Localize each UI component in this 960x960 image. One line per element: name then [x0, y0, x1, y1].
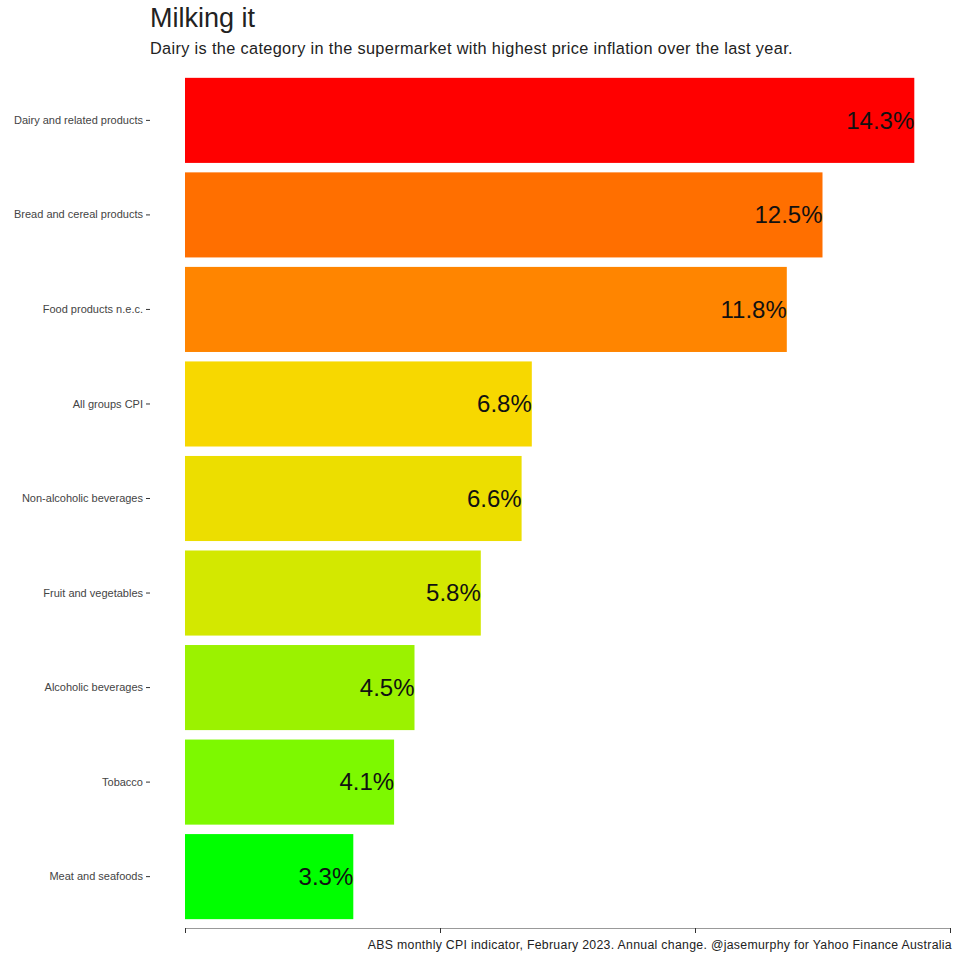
y-tick: Meat and seafoods — [49, 870, 150, 882]
y-tick-mark — [146, 782, 150, 783]
y-tick-mark — [146, 403, 150, 404]
x-tick — [185, 928, 186, 933]
x-axis — [186, 928, 951, 933]
data-label: 3.3% — [299, 863, 354, 890]
y-tick-mark — [146, 687, 150, 688]
y-tick-label: All groups CPI — [73, 397, 143, 409]
bar — [185, 645, 415, 730]
x-tick — [950, 928, 951, 933]
y-tick: Alcoholic beverages — [45, 681, 150, 693]
y-tick-mark — [146, 214, 150, 215]
y-tick-mark — [146, 876, 150, 877]
data-label: 6.6% — [467, 485, 522, 512]
y-tick-label: Dairy and related products — [14, 114, 144, 126]
y-tick-mark — [146, 498, 150, 499]
bar — [185, 172, 823, 257]
data-label: 14.3% — [846, 107, 914, 134]
y-tick-label: Alcoholic beverages — [45, 681, 144, 693]
y-tick-mark — [146, 120, 150, 121]
bar — [185, 740, 394, 825]
bar — [185, 361, 532, 446]
y-tick-label: Meat and seafoods — [49, 870, 143, 882]
y-tick-label: Tobacco — [102, 776, 143, 788]
caption: ABS monthly CPI indicator, February 2023… — [368, 938, 952, 952]
y-tick: Tobacco — [102, 776, 150, 788]
y-tick: Bread and cereal products — [14, 208, 150, 220]
y-axis: Dairy and related products Bread and cere… — [14, 114, 150, 882]
bar — [185, 267, 787, 352]
bar — [185, 456, 522, 541]
y-tick-label: Bread and cereal products — [14, 208, 144, 220]
data-labels: 14.3% 12.5% 11.8% 6.8% 6.6% 5.8% 4.5% 4.1% 3.3% — [299, 107, 915, 890]
x-tick-mark — [950, 928, 951, 933]
x-tick-mark — [440, 928, 441, 933]
data-label: 4.1% — [339, 768, 394, 795]
bar — [185, 834, 353, 919]
y-tick-label: Food products n.e.c. — [43, 303, 143, 315]
y-tick-mark — [146, 309, 150, 310]
x-tick-mark — [695, 928, 696, 933]
x-tick — [695, 928, 696, 933]
y-tick: Food products n.e.c. — [43, 303, 150, 315]
data-label: 4.5% — [360, 674, 415, 701]
title: Milking it — [150, 3, 256, 33]
y-tick-label: Non-alcoholic beverages — [22, 492, 144, 504]
y-tick-mark — [146, 593, 150, 594]
x-tick-mark — [185, 928, 186, 933]
y-tick: All groups CPI — [73, 397, 150, 409]
y-tick: Fruit and vegetables — [43, 587, 150, 599]
data-label: 11.8% — [721, 296, 787, 323]
y-tick-label: Fruit and vegetables — [43, 587, 143, 599]
data-label: 12.5% — [754, 201, 822, 228]
bar — [185, 550, 481, 635]
x-tick — [440, 928, 441, 933]
bars — [185, 78, 914, 919]
data-label: 5.8% — [426, 579, 481, 606]
bar — [185, 78, 914, 163]
x-axis-line — [186, 929, 951, 934]
chart: Milking it Dairy is the category in the s… — [0, 0, 960, 960]
y-tick: Non-alcoholic beverages — [22, 492, 150, 504]
data-label: 6.8% — [477, 390, 532, 417]
y-tick: Dairy and related products — [14, 114, 150, 126]
subtitle: Dairy is the category in the supermarket… — [150, 39, 793, 57]
